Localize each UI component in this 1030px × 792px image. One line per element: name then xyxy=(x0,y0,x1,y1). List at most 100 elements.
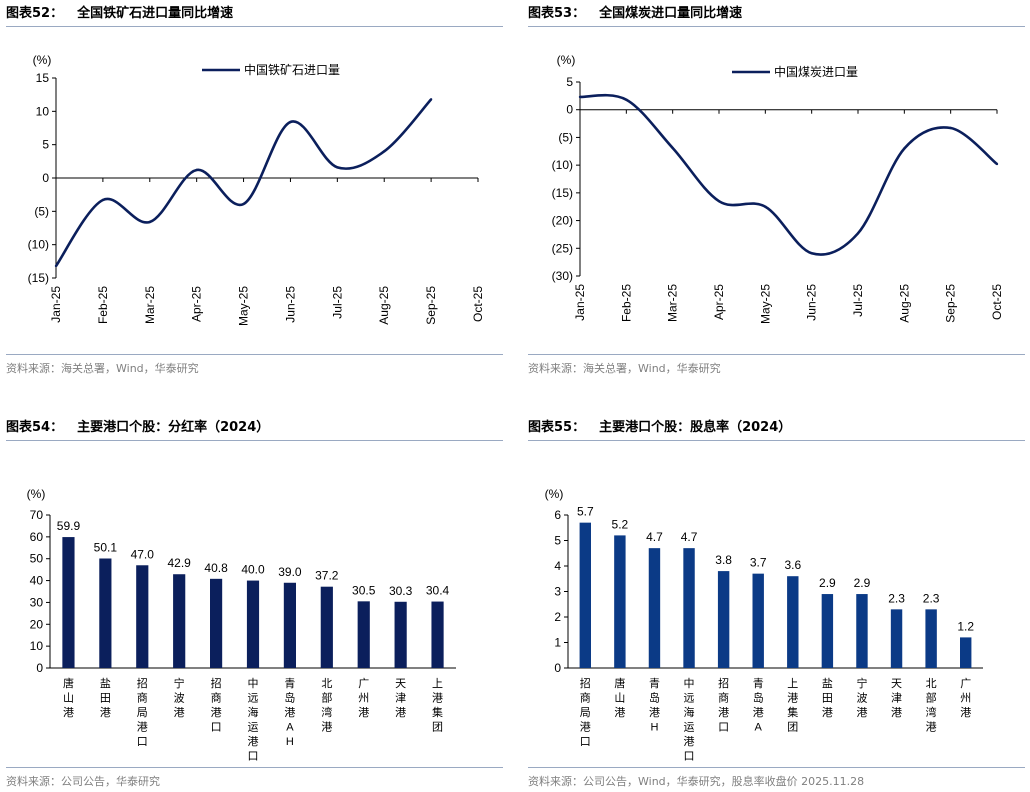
y-tick-label: (10) xyxy=(552,158,573,172)
x-tick-label: Aug-25 xyxy=(897,284,911,323)
y-tick-label: 4 xyxy=(554,559,561,573)
x-tick-label: Sep-25 xyxy=(944,284,958,323)
bar xyxy=(960,637,972,668)
data-point xyxy=(671,146,674,150)
figure-number: 图表55： xyxy=(528,420,586,435)
x-tick-label: Sep-25 xyxy=(424,286,438,325)
y-unit-label: (%) xyxy=(557,53,576,67)
x-tick-label: May-25 xyxy=(758,284,772,324)
data-point xyxy=(856,232,860,235)
bar-value-label: 2.9 xyxy=(854,576,871,590)
legend-label: 中国煤炭进口量 xyxy=(774,64,858,79)
y-tick-label: 0 xyxy=(42,171,49,185)
bar-value-label: 3.8 xyxy=(715,553,732,567)
bar xyxy=(394,601,407,668)
bar-value-label: 42.9 xyxy=(168,556,192,570)
bar xyxy=(431,601,444,668)
bar xyxy=(283,582,296,668)
y-tick-label: 0 xyxy=(566,103,573,117)
panel-iron-ore: 图表52： 全国铁矿石进口量同比增速 (%) 15 10 5 0 (5) (10) (15) Ja… xyxy=(6,4,503,380)
y-tick-label: 0 xyxy=(36,661,43,675)
legend-label: 中国铁矿石进口量 xyxy=(244,62,340,77)
x-category-label: 上港集团 xyxy=(432,677,443,734)
data-point xyxy=(289,120,292,124)
x-tick-label: Jan-25 xyxy=(573,284,587,321)
x-tick-label: Oct-25 xyxy=(990,284,1004,320)
bar-value-label: 1.2 xyxy=(957,619,974,633)
bar-value-label: 4.7 xyxy=(681,530,698,544)
chart-heading: 主要港口个股：分红率（2024） xyxy=(77,420,270,435)
data-point xyxy=(336,166,339,169)
x-category-label: 青岛港 A xyxy=(753,677,764,734)
bar xyxy=(62,537,75,668)
bar xyxy=(821,594,834,668)
x-category-label: 中远海运港口 xyxy=(684,677,695,763)
data-point xyxy=(995,162,999,166)
data-point xyxy=(148,220,151,224)
data-point xyxy=(383,150,386,153)
y-tick-label: 3 xyxy=(554,585,561,599)
x-category-label: 盐田港 xyxy=(822,677,833,719)
x-tick-label: Mar-25 xyxy=(143,286,157,324)
bar-value-label: 5.2 xyxy=(612,517,629,531)
source-note: 资料来源：公司公告，华泰研究 xyxy=(6,767,503,789)
x-category-label: 天津港 xyxy=(395,678,406,719)
series-line xyxy=(579,93,998,256)
x-tick-label: Jun-25 xyxy=(805,284,819,321)
bar-value-label: 30.3 xyxy=(389,584,413,598)
data-point xyxy=(101,198,105,202)
panel-title: 图表53： 全国煤炭进口量同比增速 xyxy=(528,4,1025,27)
x-category-label: 中远海运港口 xyxy=(248,677,259,763)
bar-value-label: 50.1 xyxy=(94,540,118,554)
panel-title: 图表54： 主要港口个股：分红率（2024） xyxy=(6,418,503,441)
x-category-label: 盐田港 xyxy=(100,677,111,719)
bar xyxy=(99,558,112,668)
x-category-label: 广州港 xyxy=(960,677,971,719)
bar-value-label: 2.3 xyxy=(888,591,905,605)
bar xyxy=(925,609,937,668)
coal-line-chart: (%) 5 0 (5) (10) (15) (20) (25) (30)Jan-25 Feb-25… xyxy=(552,53,1004,324)
data-point xyxy=(810,252,813,255)
x-category-label: 青岛港 H xyxy=(649,677,660,734)
bar xyxy=(683,548,695,668)
x-tick-label: Apr-25 xyxy=(190,286,204,322)
bar-value-label: 5.7 xyxy=(577,505,594,519)
x-category-label: 广州港 xyxy=(358,677,369,719)
x-category-label: 招商局港口 xyxy=(580,676,591,748)
data-point xyxy=(578,95,582,99)
bar xyxy=(856,594,868,668)
data-point xyxy=(949,126,952,130)
x-tick-label: Feb-25 xyxy=(619,284,633,322)
y-tick-label: 2 xyxy=(554,610,561,624)
y-tick-label: 5 xyxy=(554,534,561,548)
chart-heading: 全国铁矿石进口量同比增速 xyxy=(77,6,234,21)
x-tick-label: Oct-25 xyxy=(471,286,485,322)
y-tick-label: 70 xyxy=(30,508,44,522)
series-line xyxy=(54,98,433,267)
bar-value-label: 59.9 xyxy=(57,519,81,533)
y-tick-label: (15) xyxy=(28,271,49,285)
y-tick-label: 30 xyxy=(30,595,44,609)
y-tick-label: (15) xyxy=(552,186,573,200)
bar-value-label: 3.7 xyxy=(750,556,767,570)
panel-dividend-yield: 图表55： 主要港口个股：股息率（2024） (%) 6 5 4 3 2 1 0 5.7 招商局港口… xyxy=(528,418,1025,790)
bar xyxy=(173,574,186,668)
x-tick-label: Jul-25 xyxy=(851,284,865,317)
source-note: 资料来源：海关总署，Wind，华泰研究 xyxy=(528,354,1025,376)
y-tick-label: 5 xyxy=(42,138,49,152)
y-tick-label: 40 xyxy=(30,574,44,588)
bar-value-label: 47.0 xyxy=(131,547,155,561)
bar xyxy=(752,573,764,668)
bar-value-label: 40.0 xyxy=(241,563,265,577)
bar xyxy=(717,571,730,668)
bar-value-label: 40.8 xyxy=(204,561,228,575)
chart-heading: 主要港口个股：股息率（2024） xyxy=(599,420,792,435)
bar-value-label: 39.0 xyxy=(278,565,302,579)
y-tick-label: 60 xyxy=(30,530,44,544)
bar xyxy=(614,535,626,668)
chart-heading: 全国煤炭进口量同比增速 xyxy=(599,6,743,21)
bar-value-label: 3.6 xyxy=(784,558,801,572)
y-unit-label: (%) xyxy=(33,53,52,67)
bar xyxy=(320,586,333,668)
x-category-label: 上港集团 xyxy=(787,677,798,734)
